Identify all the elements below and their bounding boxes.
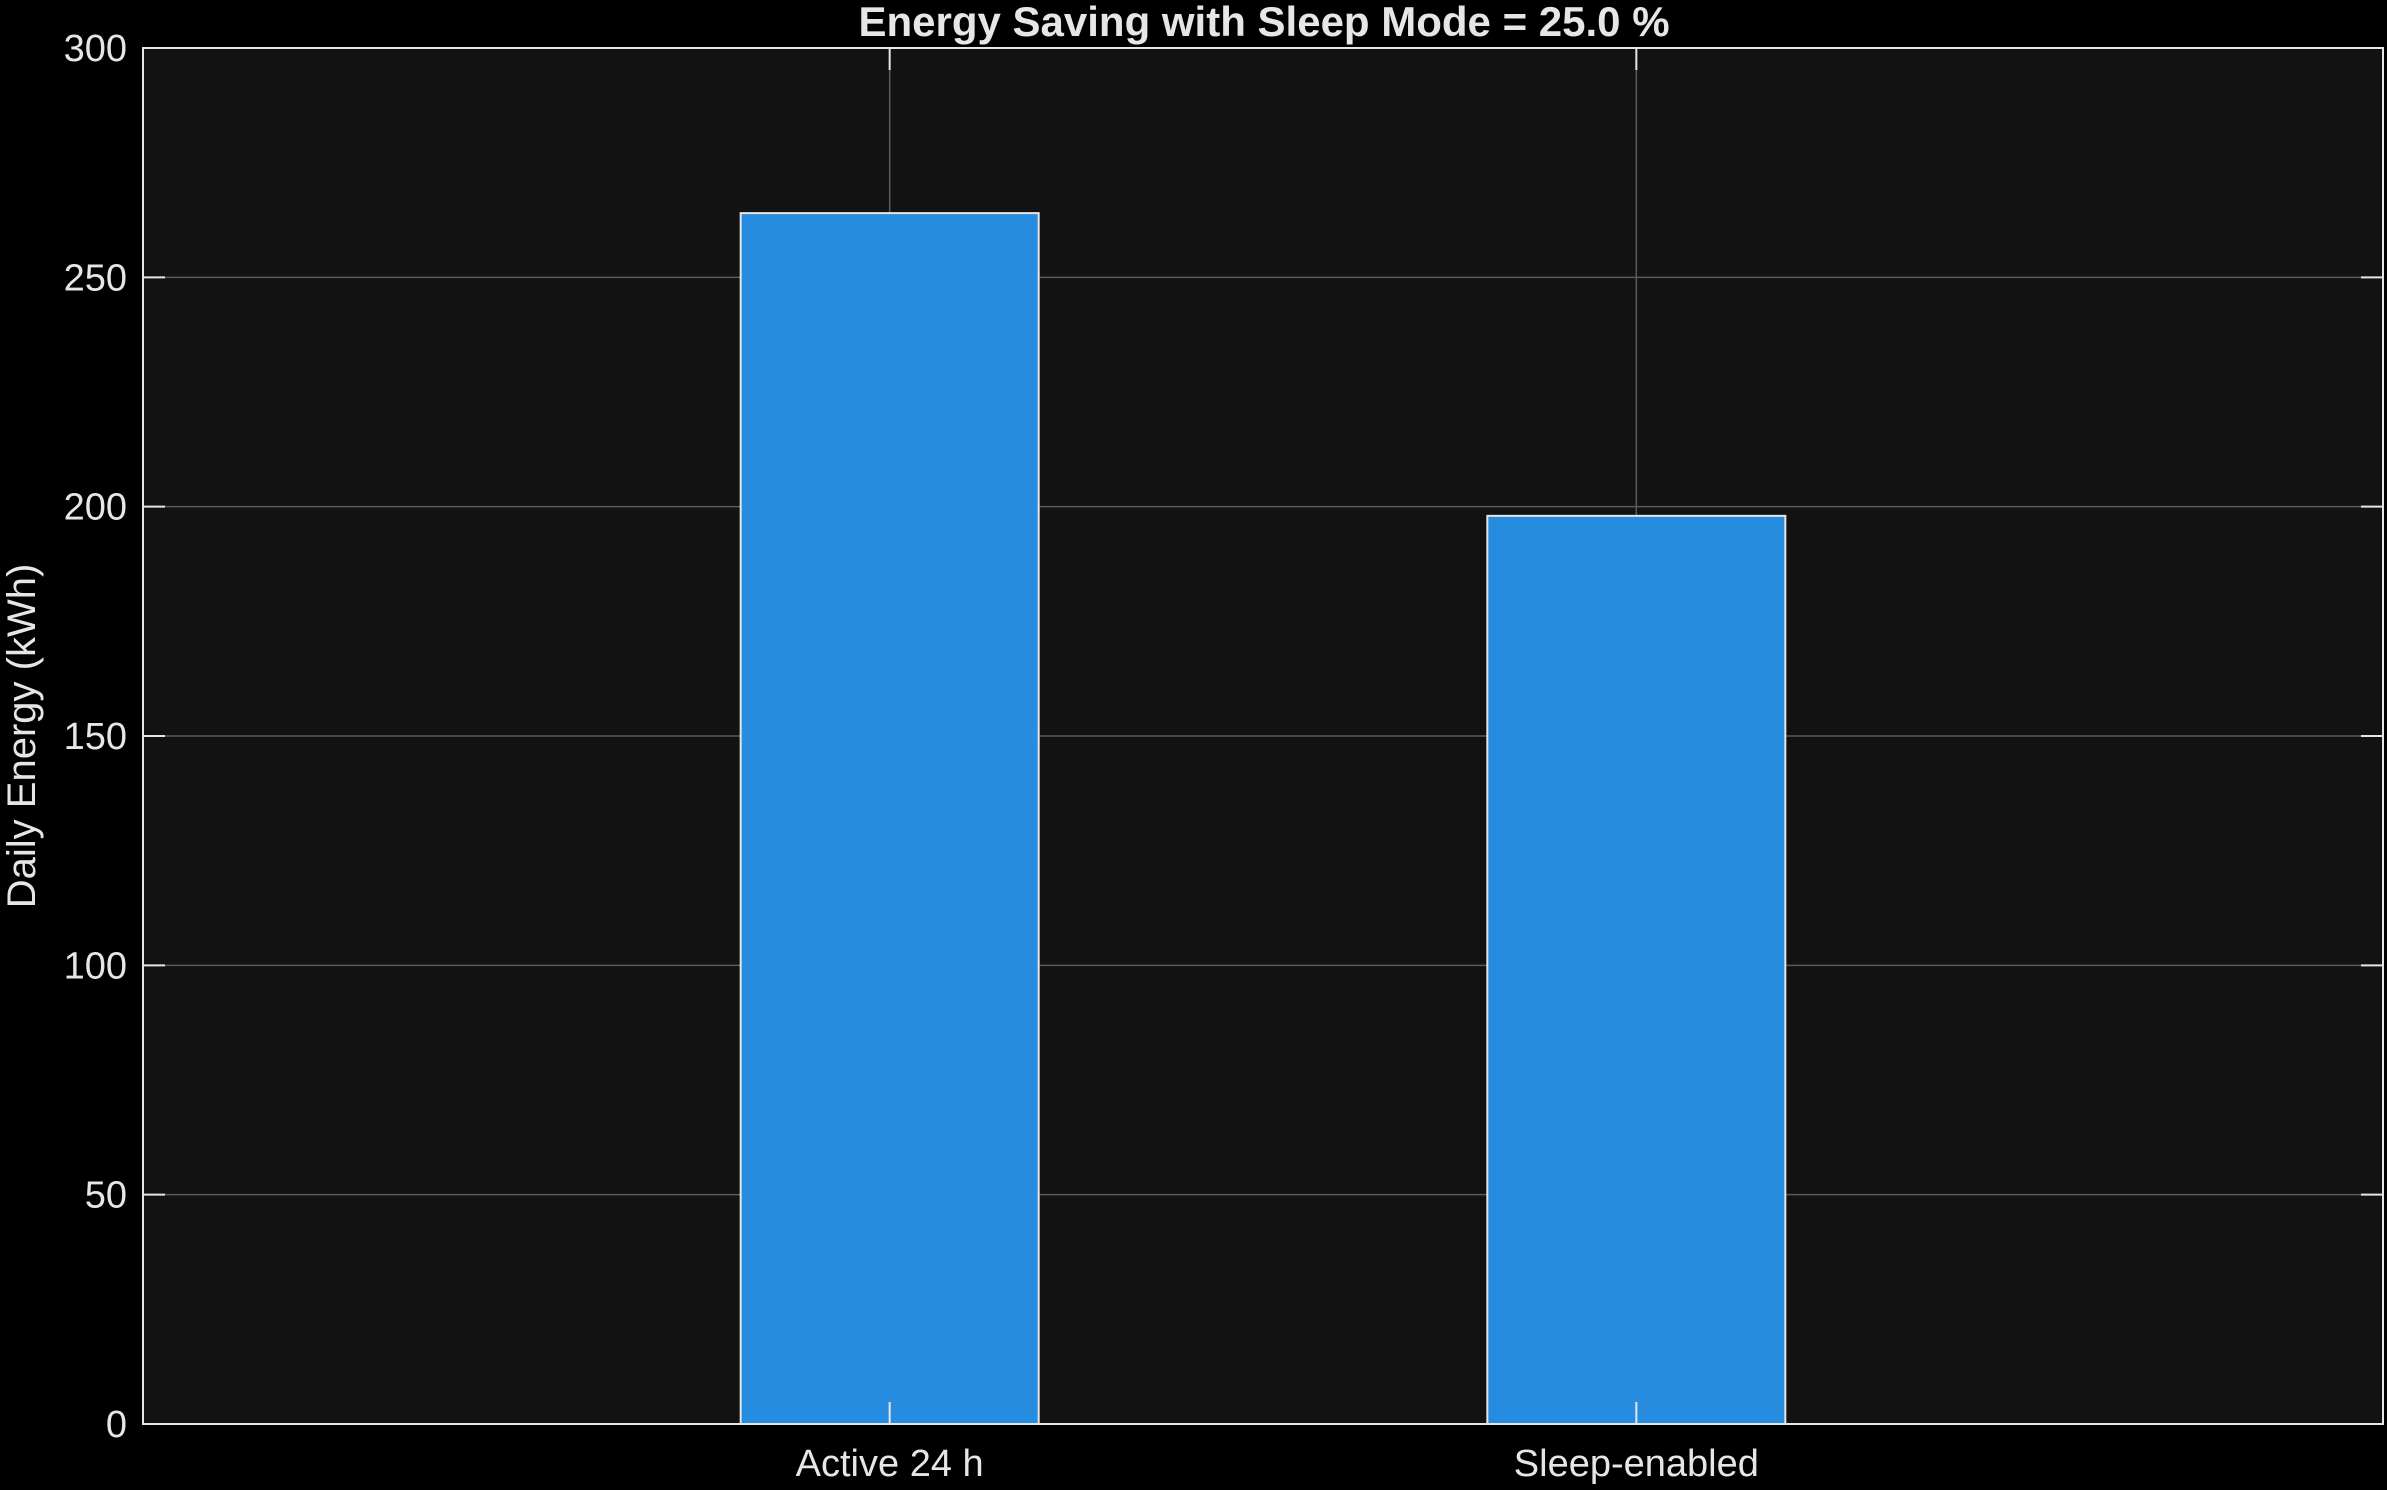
y-tick-label: 100 (64, 945, 127, 987)
y-tick-label: 150 (64, 716, 127, 758)
y-tick-label: 0 (106, 1404, 127, 1446)
y-tick-label: 250 (64, 257, 127, 299)
y-tick-label: 50 (85, 1175, 127, 1217)
y-axis-label: Daily Energy (kWh) (0, 564, 44, 909)
x-tick-label: Active 24 h (796, 1443, 984, 1485)
y-tick-label: 300 (64, 28, 127, 70)
y-tick-label: 200 (64, 487, 127, 529)
chart-title: Energy Saving with Sleep Mode = 25.0 % (858, 0, 1669, 45)
bar-sleep-enabled (1486, 514, 1787, 1425)
bar-active-24-h (739, 212, 1040, 1425)
ticks: 0 50 100 150 200 250 300 Active 24 h Sleep-enabl… (64, 28, 2383, 1485)
x-tick-label: Sleep-enabled (1514, 1443, 1759, 1485)
bars (739, 212, 1787, 1425)
